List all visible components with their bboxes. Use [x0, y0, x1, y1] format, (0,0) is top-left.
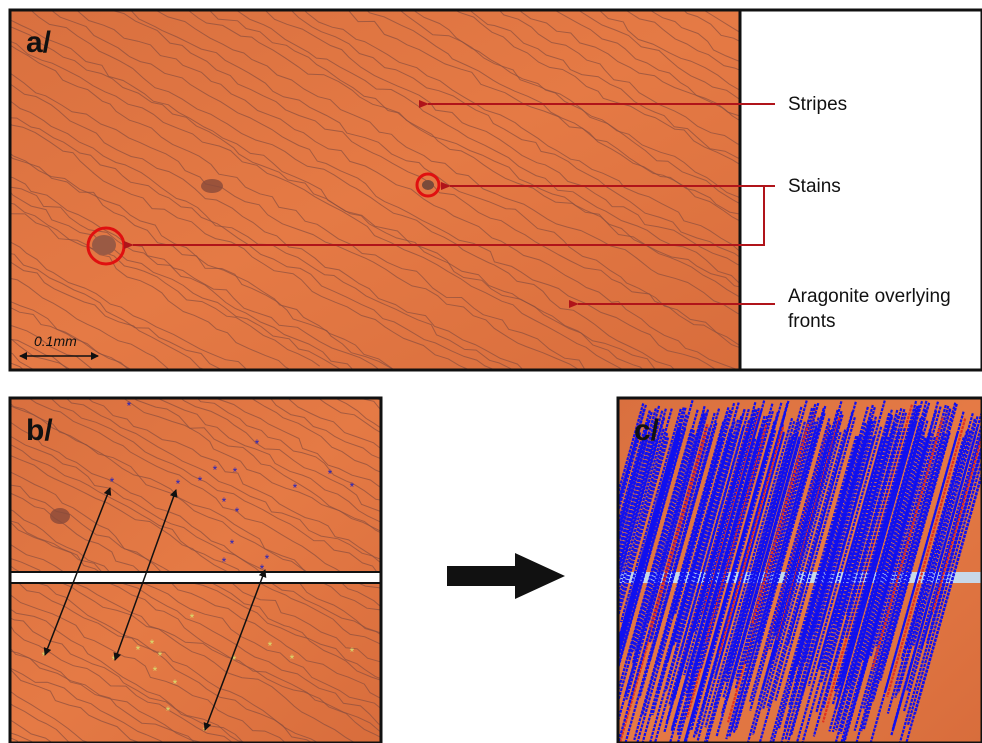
point: *: [328, 467, 333, 481]
stripe: [708, 0, 982, 384]
point: *: [293, 481, 298, 495]
stripe: [918, 0, 982, 380]
point: *: [222, 495, 227, 509]
annotation: Stains: [788, 176, 841, 197]
stripe: [965, 0, 982, 377]
point: *: [290, 652, 295, 666]
stripe: [857, 0, 982, 381]
point: *: [350, 480, 355, 494]
gap-band: [10, 572, 381, 583]
annotation: Aragonite overlying: [788, 286, 951, 307]
micrograph-b: [10, 398, 381, 743]
panel-label: c/: [634, 414, 660, 447]
point: *: [112, 653, 117, 667]
stain: [422, 180, 434, 190]
point: *: [235, 505, 240, 519]
stripe: [942, 0, 982, 376]
point: *: [222, 555, 227, 569]
point: *: [136, 643, 141, 657]
panel-label: a/: [26, 26, 52, 59]
point: *: [176, 477, 181, 491]
panel-label: b/: [26, 414, 53, 447]
point: *: [166, 704, 171, 718]
stripe: [835, 0, 982, 383]
point: *: [110, 475, 115, 489]
figure: a/ 0.1mm Stripes Stains Aragonite overly…: [0, 0, 982, 743]
annotation: Stripes: [788, 94, 847, 115]
point: *: [255, 437, 260, 451]
point: *: [150, 637, 155, 651]
point: *: [173, 677, 178, 691]
point: *: [233, 465, 238, 479]
stain: [201, 179, 223, 193]
point: *: [198, 474, 203, 488]
point: *: [158, 649, 163, 663]
point: *: [350, 645, 355, 659]
stain: [50, 508, 70, 524]
page: a/ 0.1mm Stripes Stains Aragonite overly…: [0, 0, 982, 743]
point: *: [190, 611, 195, 625]
point: *: [265, 552, 270, 566]
point: *: [230, 537, 235, 551]
process-arrow: [447, 553, 565, 599]
point: *: [127, 399, 132, 413]
annotation: fronts: [788, 311, 836, 332]
point: *: [153, 664, 158, 678]
point: *: [213, 463, 218, 477]
stripe: [892, 0, 982, 380]
stain: [92, 235, 116, 255]
point: *: [268, 639, 273, 653]
scale-label: 0.1mm: [34, 333, 77, 349]
